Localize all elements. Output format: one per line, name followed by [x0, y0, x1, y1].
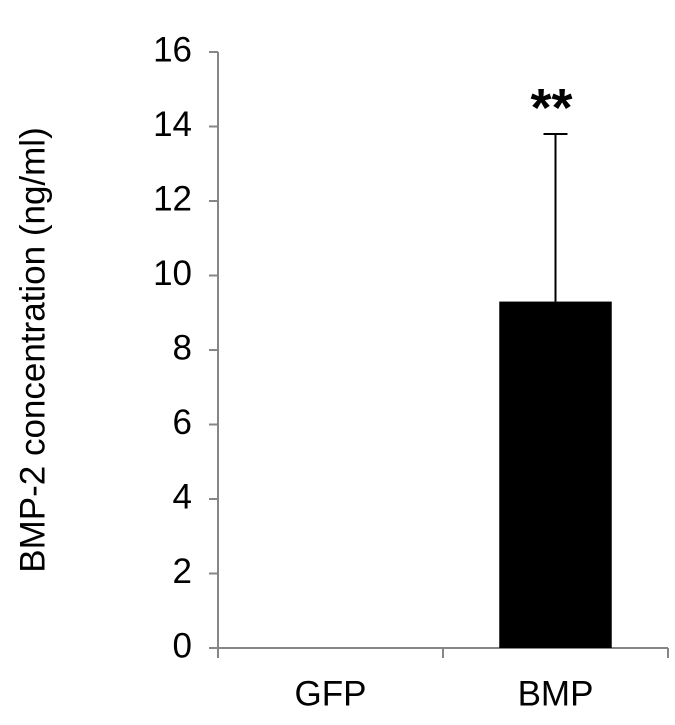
bar: [499, 301, 612, 648]
x-tick-label: GFP: [295, 674, 367, 713]
y-tick-label: 14: [153, 105, 192, 144]
y-tick-label: 6: [173, 403, 192, 442]
y-tick-label: 4: [173, 477, 192, 516]
y-tick-label: 0: [173, 626, 192, 665]
y-tick-label: 2: [173, 552, 192, 591]
x-tick-label: BMP: [518, 674, 594, 713]
error-bar: [543, 132, 568, 302]
y-axis-title: BMP-2 concentration (ng/ml): [13, 127, 52, 572]
significance-annotation: **: [530, 78, 572, 138]
y-tick-label: 10: [153, 254, 192, 293]
y-tick-label: 16: [153, 30, 192, 69]
y-tick-label: 8: [173, 328, 192, 367]
y-tick-label: 12: [153, 179, 192, 218]
